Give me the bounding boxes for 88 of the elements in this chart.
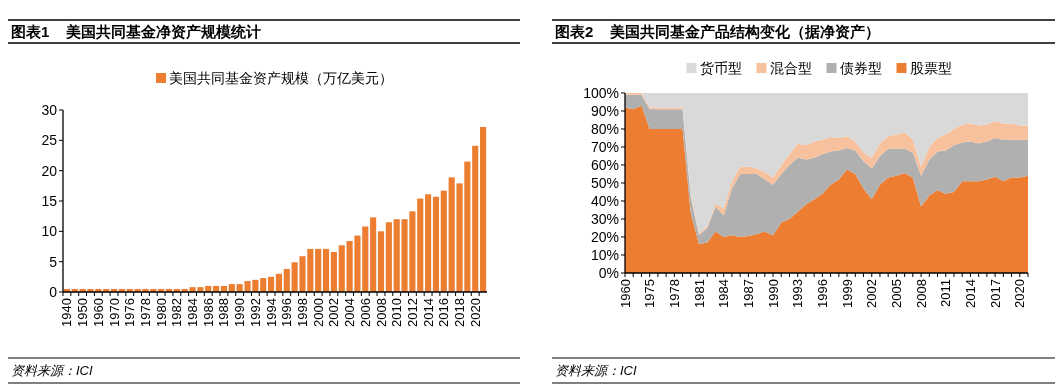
bar [432,196,440,292]
bar [283,268,290,292]
legend-label: 股票型 [909,60,952,76]
x-tick-label: 1940 [59,298,75,327]
x-tick-label: 1986 [200,298,216,327]
x-tick-label: 1981 [691,279,707,308]
x-tick-label: 1992 [247,298,263,327]
x-tick-label: 1988 [216,298,232,327]
x-tick-label: 2014 [420,298,436,327]
y-tick-label: 20 [41,162,58,179]
x-tick-label: 2012 [404,298,420,327]
x-tick-label: 1990 [765,279,781,308]
x-tick-label: 2002 [326,298,342,327]
y-tick-label: 70% [590,139,619,155]
y-tick-label: 0 [49,284,58,300]
bar [330,251,337,292]
bar [377,231,385,292]
bar [480,126,487,292]
y-tick-label: 15 [41,193,58,209]
bar [440,190,447,292]
x-tick-label: 1984 [185,298,201,327]
x-tick-label: 2010 [389,298,405,327]
x-tick-label: 1990 [232,298,248,327]
x-tick-label: 2004 [342,298,358,327]
x-tick-label: 1993 [790,279,806,308]
x-tick-label: 2011 [938,279,954,307]
y-tick-label: 100% [583,85,619,101]
x-tick-label: 2016 [436,298,452,327]
bar [370,217,377,292]
x-tick-label: 1987 [740,279,756,308]
x-tick-label: 2020 [467,298,483,327]
bar [275,273,282,292]
legend-label: 混合型 [769,60,812,76]
text: 资料来源：ICI [555,363,637,378]
x-tick-label: 1978 [666,279,682,308]
x-tick-label: 2008 [913,279,929,308]
y-tick-label: 10% [590,247,619,263]
x-tick-label: 2000 [310,298,326,327]
x-tick-label: 1998 [294,298,310,327]
bar [322,248,330,292]
x-tick-label: 1994 [263,298,279,327]
x-tick-label: 1999 [839,279,855,308]
y-tick-label: 25 [41,132,58,149]
y-tick-label: 0% [598,265,619,281]
x-tick-label: 1996 [814,279,830,308]
x-tick-label: 1980 [153,298,169,327]
x-tick-label: 2006 [357,298,373,327]
y-tick-label: 60% [590,157,619,173]
x-tick-label: 2020 [1012,279,1028,308]
chart-title: 图表2 美国共同基金产品结构变化（据净资产） [555,23,881,40]
bar [315,248,322,292]
y-tick-label: 20% [590,229,619,245]
bar [472,145,479,292]
y-tick-label: 80% [590,121,619,137]
y-tick-label: 40% [590,193,619,209]
chart-title: 图表1 美国共同基金净资产规模统计 [11,23,262,40]
x-tick-label: 2014 [962,279,978,308]
y-tick-label: 30 [41,102,58,118]
bar [338,245,345,292]
x-tick-label: 1960 [617,279,633,308]
legend-label: 美国共同基金资产规模（万亿美元） [169,70,393,86]
x-tick-label: 1996 [279,298,295,327]
y-tick-label: 10 [41,223,58,240]
x-tick-label: 1960 [90,298,106,327]
x-tick-label: 2005 [888,279,904,308]
x-tick-label: 1982 [169,298,185,327]
x-tick-label: 2002 [864,279,880,308]
y-tick-label: 90% [590,103,619,119]
y-tick-label: 5 [49,253,58,270]
x-tick-label: 1984 [716,279,732,308]
bar [417,198,424,292]
legend-label: 债券型 [839,60,882,76]
x-tick-label: 2018 [452,298,468,327]
x-tick-label: 2017 [987,279,1003,308]
bar [385,222,392,292]
text: 资料来源：ICI [11,363,93,378]
x-tick-label: 1976 [122,298,138,327]
x-tick-label: 1970 [106,298,122,327]
bar [425,194,432,292]
x-tick-label: 1975 [642,279,658,308]
bar [268,276,275,292]
x-tick-label: 1978 [137,298,153,327]
bar [260,278,267,292]
x-tick-label: 1950 [75,298,91,327]
y-tick-label: 50% [590,175,619,191]
y-tick-label: 30% [590,211,619,227]
legend-label: 货币型 [699,60,742,76]
x-tick-label: 2008 [373,298,389,327]
